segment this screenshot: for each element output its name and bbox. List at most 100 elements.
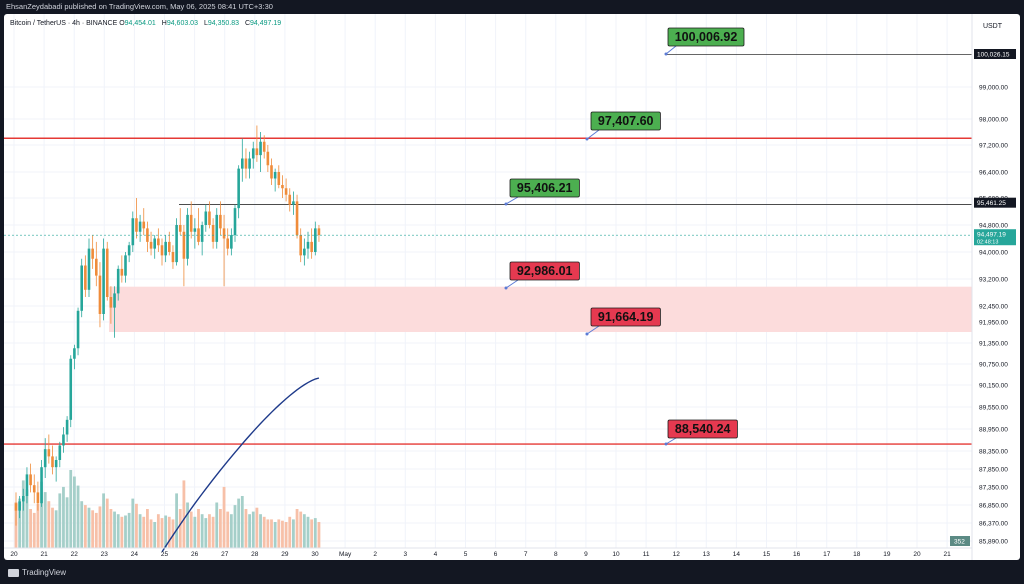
high-value: 94,603.03: [166, 20, 198, 27]
volume-bar: [284, 522, 288, 548]
candle-body: [215, 214, 219, 242]
volume-bar: [62, 486, 65, 548]
candle-body: [189, 214, 193, 232]
volume-bar: [222, 486, 226, 548]
volume-axis-label: 352: [954, 539, 965, 546]
volume-bar: [204, 518, 208, 548]
volume-bar: [215, 502, 219, 548]
candle-body: [62, 434, 65, 446]
candle-body: [208, 211, 211, 225]
candle-body: [76, 310, 80, 349]
candle-body: [146, 228, 149, 242]
volume-bar: [98, 506, 102, 548]
volume-bar: [251, 511, 255, 548]
time-tick-label: 19: [883, 551, 891, 558]
symbol-legend: Bitcoin / TetherUS · 4h · BINANCE O94,45…: [10, 20, 285, 27]
candle-body: [233, 208, 237, 236]
price-tick-label: 90,750.00: [979, 362, 1008, 369]
volume-bar: [259, 514, 262, 548]
time-tick-label: 13: [703, 551, 711, 558]
volume-bar: [299, 511, 303, 548]
level-pointer-dot: [585, 332, 589, 336]
volume-bar: [73, 476, 76, 548]
volume-bar: [302, 514, 306, 548]
level-label-box: [667, 419, 738, 439]
candle-body: [157, 238, 160, 246]
candle-body: [270, 165, 273, 179]
candle-body: [51, 456, 54, 468]
volume-bar: [292, 519, 295, 548]
volume-bar: [51, 507, 54, 548]
volume-bar: [29, 509, 32, 548]
time-tick-label: 20: [10, 551, 18, 558]
price-tick-label: 90,150.00: [979, 383, 1008, 390]
high-label: H: [161, 20, 167, 27]
time-tick-label: 16: [793, 551, 801, 558]
candle-body: [230, 235, 233, 249]
volume-bar: [186, 502, 189, 548]
volume-bar: [156, 514, 160, 548]
candle-body: [164, 241, 167, 256]
volume-bar: [208, 514, 211, 548]
candle-body: [149, 241, 153, 249]
price-tick-label: 86,850.00: [979, 503, 1008, 510]
time-tick-label: 15: [763, 551, 771, 558]
candle-body: [36, 492, 40, 504]
volume-bar: [109, 509, 113, 548]
level-label-text: 100,006.92: [675, 30, 738, 44]
time-tick-label: 18: [853, 551, 861, 558]
level-label-text: 88,540.24: [675, 422, 731, 436]
candle-body: [91, 248, 94, 259]
volume-bar: [273, 522, 277, 548]
candle-body: [226, 238, 229, 249]
volume-bar: [295, 509, 299, 548]
candle-body: [160, 245, 164, 256]
candle-body: [98, 275, 102, 314]
level-label-text: 91,664.19: [598, 310, 654, 324]
candle-body: [65, 419, 69, 435]
volume-bar: [197, 509, 200, 548]
volume-bar: [313, 518, 317, 548]
candle-body: [95, 258, 98, 276]
candle-body: [120, 268, 124, 276]
volume-bar: [153, 522, 157, 548]
volume-bar: [87, 507, 91, 548]
volume-bar: [266, 519, 270, 548]
volume-bar: [105, 498, 109, 548]
time-tick-label: 21: [40, 551, 48, 558]
level-label-box: [509, 261, 580, 281]
candle-body: [135, 218, 138, 232]
candle-body: [109, 297, 113, 308]
level-label-box: [590, 307, 661, 327]
volume-bar: [83, 505, 87, 548]
price-tick-label: 87,350.00: [979, 485, 1008, 492]
candle-body: [131, 218, 135, 246]
candle-body: [204, 211, 208, 225]
candle-body: [73, 348, 76, 359]
volume-bar: [120, 516, 124, 548]
candle-body: [193, 228, 197, 232]
time-tick-label: 30: [311, 551, 319, 558]
candle-body: [303, 248, 306, 256]
price-tick-label: 97,200.00: [979, 143, 1008, 150]
time-tick-label: 2: [373, 551, 377, 558]
level-pointer-dot: [504, 286, 508, 290]
time-tick-label: May: [339, 551, 352, 558]
current-price-label: 94,497.19: [977, 232, 1006, 239]
time-tick-label: 22: [71, 551, 79, 558]
price-tick-label: 92,450.00: [979, 304, 1008, 311]
time-tick-label: 20: [913, 551, 921, 558]
current-price-bg: [974, 229, 1016, 246]
time-tick-label: 5: [464, 551, 468, 558]
price-chart[interactable]: 97,407.60 88,540.24 95,406.21 100,006.92 92,…: [4, 14, 1020, 560]
volume-bar: [175, 493, 178, 548]
volume-bar: [65, 497, 69, 548]
support-zone: [109, 286, 972, 333]
volume-bar: [226, 511, 230, 548]
open-label: O: [119, 20, 125, 27]
level-pointer: [665, 437, 677, 445]
time-tick-label: 23: [101, 551, 109, 558]
level-pointer: [505, 196, 519, 205]
time-tick-label: 8: [554, 551, 558, 558]
candle-body: [182, 231, 186, 259]
